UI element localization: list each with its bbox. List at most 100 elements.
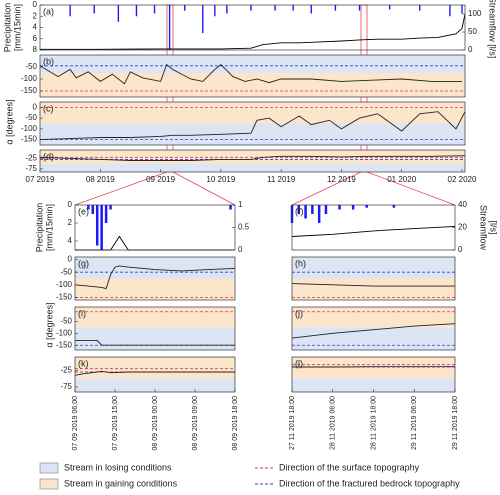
y2-tick-label: 0	[468, 45, 473, 54]
y2-axis-label: Streamflow	[479, 205, 489, 251]
y-tick-label: -50	[60, 316, 72, 325]
y-tick-label: 4	[33, 23, 38, 32]
line	[39, 155, 466, 161]
plot-frame	[74, 306, 236, 351]
y-axis-label: [mm/15min]	[44, 204, 54, 251]
legend: Stream in losing conditions Stream in gai…	[39, 462, 460, 490]
shaded-band	[40, 102, 465, 124]
y2-tick-label: 1	[238, 200, 243, 209]
x-tick-label: 07 09 2019 06:00	[72, 396, 79, 451]
y-tick-label: 4	[68, 236, 73, 245]
y-tick-label: -25	[60, 365, 72, 374]
y-tick-label: 0	[33, 0, 38, 9]
shaded-band	[75, 278, 235, 300]
zoom-connector	[291, 171, 362, 206]
line	[40, 13, 466, 50]
shaded-band	[292, 357, 455, 379]
plot-frame	[39, 101, 466, 146]
bar	[95, 205, 99, 246]
shaded-band	[75, 257, 235, 279]
x-tick-label: 07 09 2019 15:00	[112, 396, 119, 451]
shaded-band	[292, 327, 455, 350]
bar	[292, 5, 294, 11]
panel: (f) 0 20 40 Streamflow [l/s]	[290, 200, 499, 254]
shaded-band	[292, 257, 455, 279]
y2-axis-label: [l/s]	[489, 220, 499, 234]
line	[75, 235, 235, 251]
bar	[310, 5, 312, 14]
bar	[304, 205, 307, 219]
y-tick-label: 2	[68, 218, 73, 227]
bar	[358, 5, 361, 11]
panel: (c) 0 -50 -100 -150	[21, 101, 466, 146]
line	[74, 265, 236, 290]
y-axis-label: [mm/15min]	[12, 4, 22, 51]
legend-label: Direction of the surface topography	[279, 462, 420, 472]
panel-label: (i)	[78, 308, 86, 318]
y2-tick-label: 0	[458, 245, 463, 254]
panel-label: (e)	[78, 206, 89, 216]
shaded-band	[75, 327, 235, 350]
bar	[202, 5, 204, 34]
shaded-band	[40, 163, 465, 172]
x-tick-label: 10 2019	[206, 175, 235, 184]
panel: (b) -50 -100 -150	[21, 54, 466, 98]
y-tick-label: 2	[33, 11, 38, 20]
panel: (d) -25 -75 07 2019 08 2019 09 2019 10 2019 11 …	[25, 149, 477, 184]
shaded-band	[75, 378, 235, 392]
x-tick-label: 27 11 2019 18:00	[289, 396, 296, 450]
y2-tick-label: 20	[458, 223, 467, 232]
plot-frame	[74, 204, 236, 251]
x-tick-label: 11 2019	[267, 175, 296, 184]
y-tick-label: -100	[21, 74, 38, 83]
legend-label: Direction of the fractured bedrock topog…	[279, 478, 460, 488]
shaded-band	[292, 378, 455, 392]
bar	[168, 5, 171, 50]
y-axis-label: Precipitation	[2, 3, 12, 53]
plot-frame	[39, 149, 466, 173]
y-tick-label: -150	[21, 135, 38, 144]
y2-tick-label: 0	[238, 245, 243, 254]
bar	[365, 205, 368, 208]
y2-tick-label: 0.5	[238, 223, 250, 232]
y-axis-label: Precipitation	[34, 203, 44, 253]
zoom-connector	[366, 171, 456, 206]
bar	[104, 205, 108, 223]
shaded-band	[292, 307, 455, 328]
line	[74, 370, 235, 376]
x-tick-label: 29 11 2019 06:00	[411, 396, 418, 450]
bar	[229, 205, 232, 210]
y-tick-label: 0	[68, 255, 73, 264]
x-tick-label: 08 2019	[86, 175, 115, 184]
y2-tick-label: 50	[468, 27, 477, 36]
bar	[91, 205, 95, 214]
bar	[461, 5, 463, 14]
bar	[274, 5, 276, 11]
legend-swatch	[39, 478, 59, 490]
panel: (a) 0 2 4 6 8 0 50 100 Precipitation [mm/15min] Str…	[2, 0, 497, 58]
bar	[392, 205, 396, 208]
panel: (i) -50 -100 -150	[56, 306, 236, 351]
bar	[226, 5, 228, 14]
line	[291, 283, 455, 287]
panel: (l) 27 11 2019 18:00 28 11 2019 06:00 28 11…	[289, 356, 459, 450]
line	[291, 323, 456, 339]
panel-label: (l)	[295, 358, 303, 368]
panel-label: (k)	[78, 358, 89, 368]
panel-label: (f)	[295, 206, 304, 216]
legend-swatch	[39, 462, 59, 474]
y-tick-label: -150	[56, 340, 73, 349]
x-tick-label: 02 2020	[448, 175, 477, 184]
y-tick-label: -75	[25, 164, 37, 173]
bar	[311, 205, 314, 214]
shaded-band	[75, 307, 235, 328]
panel-label: (c)	[43, 103, 54, 113]
y-tick-label: -100	[56, 280, 73, 289]
panel: (h)	[291, 256, 456, 301]
x-tick-label: 07 2019	[26, 175, 55, 184]
plot-frame	[39, 4, 466, 51]
bar	[93, 5, 95, 14]
bar	[135, 5, 138, 17]
